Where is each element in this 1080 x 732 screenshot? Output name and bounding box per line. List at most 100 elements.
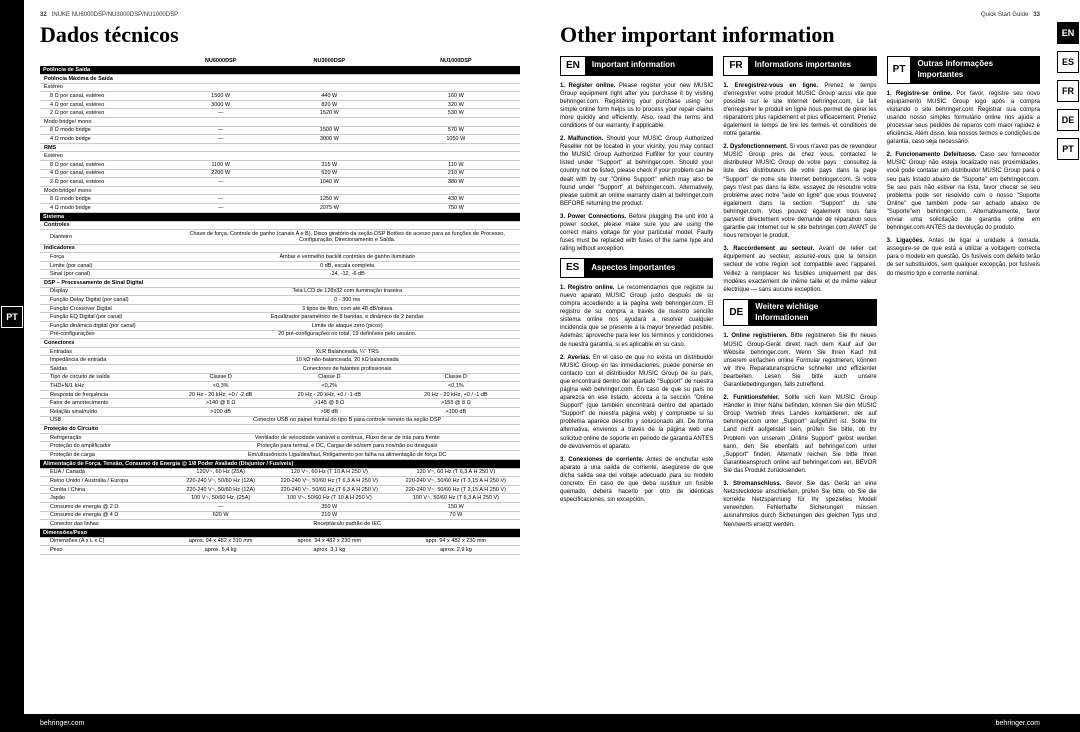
row-label: Saídas xyxy=(40,365,174,374)
row-value: Âmbar e vermelho backlit controles de ga… xyxy=(174,253,520,262)
row-value: Ventilador de velocidade variável e cont… xyxy=(174,433,520,442)
spec-table: NU6000DSPNU3000DSPNU1000DSPPotência de S… xyxy=(40,56,520,555)
row-label: Tipo de circuito de saída xyxy=(40,373,174,382)
row-label: Relação sinal/ruído xyxy=(40,407,174,416)
row-label: Resposta de frequência xyxy=(40,390,174,399)
row-value: 620 W xyxy=(267,169,392,178)
row-value: — xyxy=(174,135,267,144)
info-title: Weitere wichtige Informationen xyxy=(749,299,876,327)
right-sidebar: EN ES FR DE PT xyxy=(1056,0,1080,732)
row-label: Consumo de energia @ 4 Ω xyxy=(40,511,174,520)
row-label: 2 Ω por canal, estéreo xyxy=(40,178,174,187)
row-value: 120 V~, 60 Hz (T 6,3 A H 250 V) xyxy=(392,468,520,477)
row-value: XLR Balanceada, ¼" TRS xyxy=(174,347,520,356)
row-value: <0,3% xyxy=(174,382,267,391)
row-value: 1050 W xyxy=(392,135,520,144)
subsection: Controles xyxy=(40,221,520,230)
lang-code: DE xyxy=(723,299,749,327)
row-value: 0 dB, escala completa xyxy=(174,261,520,270)
subsection: Conectores xyxy=(40,339,520,348)
row-value: — xyxy=(174,109,267,118)
row-value: 100 V~, 50/60 Hz (T 6,3 A H 250 V) xyxy=(392,494,520,503)
info-paragraph: 2. Malfunction. Should your MUSIC Group … xyxy=(560,135,713,208)
row-value: 110 W xyxy=(392,160,520,169)
info-paragraph: 2. Averías. En el caso de que no exista … xyxy=(560,354,713,451)
row-value: 3000 W xyxy=(267,135,392,144)
row-value: aprox. 94 x 482 x 310 mm xyxy=(174,537,267,546)
row-value: >145 @ 8 Ω xyxy=(267,399,392,408)
lang-code: ES xyxy=(560,258,585,278)
row-value: 620 W xyxy=(174,511,267,520)
row-label: Reino Unido / Austrália / Europa xyxy=(40,477,174,486)
row-value: >100 dB xyxy=(392,407,520,416)
row-value: Limite de ataque zero (picos) xyxy=(174,322,520,331)
info-column: ENImportant information1. Register onlin… xyxy=(560,56,713,534)
row-value: 220-240 V~, 50/60 Hz (T 6,3 A H 250 V) xyxy=(267,477,392,486)
row-label: 4 Ω modo bridge xyxy=(40,135,174,144)
row-value: Tela LCD de 128x32 com iluminação trasei… xyxy=(174,287,520,296)
row-value: 2200 W xyxy=(174,169,267,178)
lang-tab-es[interactable]: ES xyxy=(1057,51,1079,73)
row-value: 380 W xyxy=(392,178,520,187)
row-value: appr. 94 x 482 x 230 mm xyxy=(392,537,520,546)
lang-tab-pt[interactable]: PT xyxy=(1057,138,1079,160)
lang-tab-en[interactable]: EN xyxy=(1057,22,1079,44)
row-value: Equalizador paramétrico de 8 bandas, e d… xyxy=(174,313,520,322)
row-value: Em/ultrasônicos Liga/des/faul, Religamen… xyxy=(174,450,520,459)
row-label: Dimensões (A x L x C) xyxy=(40,537,174,546)
row-value: 150 W xyxy=(392,502,520,511)
subsection: Indicadores xyxy=(40,244,520,253)
row-value: — xyxy=(174,502,267,511)
left-header: 32 INUKE NU6000DSP/NU3000DSP/NU1000DSP xyxy=(40,12,520,18)
sub-label: Modo bridge/ mono xyxy=(40,186,520,195)
row-value: 1250 W xyxy=(267,195,392,204)
row-label: Proteção do amplificador xyxy=(40,442,174,451)
lang-code: EN xyxy=(560,56,586,76)
row-value: Proteção para termal, e DC, Cargas de só… xyxy=(174,442,520,451)
row-value: 0 - 300 ms xyxy=(174,296,520,305)
row-value: -24, -12, -6 dB xyxy=(174,270,520,279)
row-value: 320 W xyxy=(392,100,520,109)
left-sidebar: PT xyxy=(0,0,24,732)
row-value: 220-240 V~, 50/60 Hz (12A) xyxy=(174,485,267,494)
row-value: 20 Hz - 20 kHz, +0 / -1 dB xyxy=(267,390,392,399)
row-value: Classe D xyxy=(392,373,520,382)
lang-code: FR xyxy=(723,56,748,76)
info-paragraph: 3. Conexiones de corriente. Antes de enc… xyxy=(560,456,713,505)
row-label: 8 Ω por canal, estéreo xyxy=(40,92,174,101)
row-value: 440 W xyxy=(267,92,392,101)
info-paragraph: 3. Ligações. Antes de ligar a unidade à … xyxy=(887,237,1040,277)
info-paragraph: 3. Stromanschluss. Bevor Sie das Gerät a… xyxy=(723,480,876,529)
row-label: Função Delay Digital (por canal) xyxy=(40,296,174,305)
info-header-fr: FRInformations importantes xyxy=(723,56,876,76)
row-value: 820 W xyxy=(267,100,392,109)
row-label: Pré-configurações xyxy=(40,330,174,339)
row-value: 120 V~, 60 Hz (T 10 A H 250 V) xyxy=(267,468,392,477)
row-label: Display xyxy=(40,287,174,296)
row-value: 220-240 V~, 50/60 Hz (T 6,3 A H 250 V) xyxy=(267,485,392,494)
row-label: 8 Ω modo bridge xyxy=(40,126,174,135)
row-value: aprox. 94 x 482 x 230 mm xyxy=(267,537,392,546)
row-label: Fator de amortecimento xyxy=(40,399,174,408)
row-value: aprox. 3,1 kg xyxy=(267,546,392,555)
row-label: Entradas xyxy=(40,347,174,356)
row-value: 210 W xyxy=(267,511,392,520)
row-label: Sinal (por canal) xyxy=(40,270,174,279)
info-title: Aspectos importantes xyxy=(585,258,713,278)
row-value: Classe D xyxy=(267,373,392,382)
row-label: Refrigeração xyxy=(40,433,174,442)
row-value: 3 tipos de filtro, com até 48 dB/oitava xyxy=(174,304,520,313)
row-value: >155 @ 8 Ω xyxy=(392,399,520,408)
right-footer: behringer.com xyxy=(540,714,1080,732)
row-label: Dianteiro xyxy=(40,230,174,245)
row-value: 20 Hz - 20 kHz, +0 / -1 dB xyxy=(392,390,520,399)
info-title: Outras Informações Importantes xyxy=(911,56,1040,84)
row-value: 1500 W xyxy=(267,126,392,135)
lang-tab-de[interactable]: DE xyxy=(1057,109,1079,131)
row-value: <0,2% xyxy=(267,382,392,391)
section-header: Potência de Saída xyxy=(40,66,520,75)
right-page-number: 33 xyxy=(1033,12,1040,18)
row-value: 20 pré-configurações no total, 19 definí… xyxy=(174,330,520,339)
row-value: Conectores de falantes profissionais xyxy=(174,365,520,374)
lang-tab-fr[interactable]: FR xyxy=(1057,80,1079,102)
